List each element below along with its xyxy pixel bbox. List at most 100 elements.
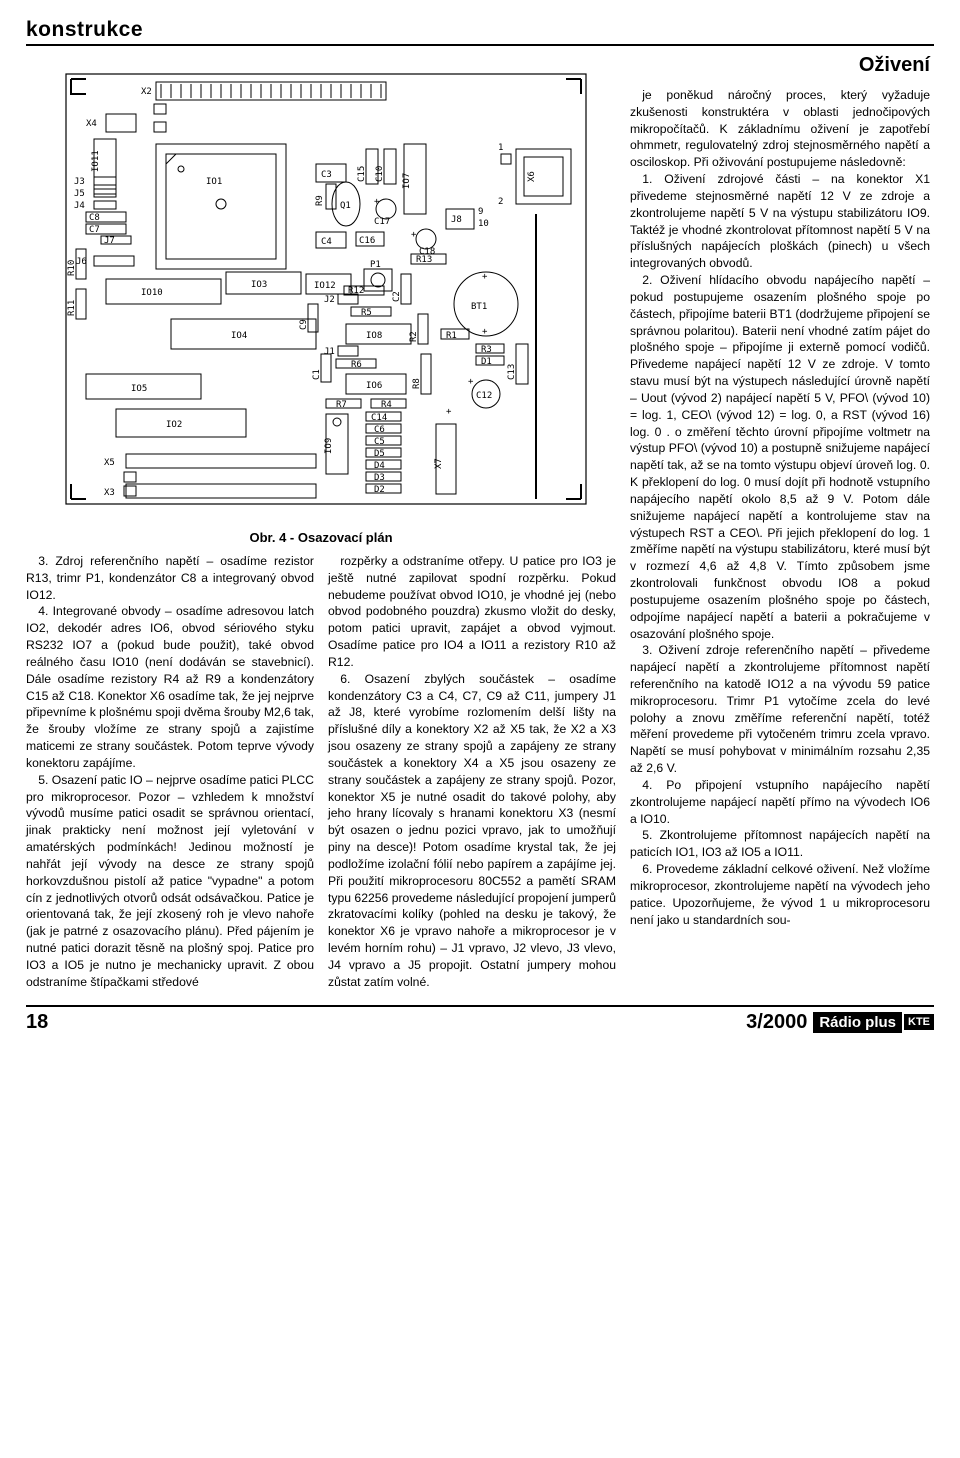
left-block: X2 X4 IO11 IO1: [26, 54, 616, 991]
svg-text:X6: X6: [527, 171, 537, 182]
svg-text:IO4: IO4: [231, 331, 247, 341]
right-body: je poněkud náročný proces, který vyžaduj…: [630, 87, 930, 928]
svg-text:C16: C16: [359, 236, 375, 246]
issue-number: 3/2000: [746, 1011, 807, 1034]
svg-text:R6: R6: [351, 360, 362, 370]
para: 1. Oživení zdrojové části – na konektor …: [630, 171, 930, 272]
svg-text:R5: R5: [361, 308, 372, 318]
svg-text:C12: C12: [476, 391, 492, 401]
svg-text:J4: J4: [74, 201, 85, 211]
pcb-figure: X2 X4 IO11 IO1: [26, 54, 616, 524]
svg-text:X3: X3: [104, 488, 115, 498]
svg-text:IO1: IO1: [206, 177, 222, 187]
right-column: Oživení je poněkud náročný proces, který…: [630, 54, 930, 991]
svg-text:IO2: IO2: [166, 420, 182, 430]
para: 3. Zdroj referenčního napětí – osadíme r…: [26, 553, 314, 603]
logo: Rádio plus KTE: [813, 1012, 934, 1033]
svg-text:R8: R8: [412, 378, 422, 389]
svg-text:R12: R12: [348, 286, 364, 296]
para: 3. Oživení zdroje referenčního napětí – …: [630, 642, 930, 777]
issue-block: 3/2000 Rádio plus KTE: [746, 1011, 934, 1034]
svg-text:R3: R3: [481, 345, 492, 355]
svg-text:+: +: [482, 327, 488, 337]
svg-text:IO7: IO7: [402, 173, 412, 189]
svg-text:P1: P1: [370, 260, 381, 270]
svg-text:C17: C17: [374, 217, 390, 227]
svg-text:D5: D5: [374, 449, 385, 459]
logo-main: Rádio plus: [813, 1012, 902, 1033]
svg-text:2: 2: [498, 197, 503, 207]
svg-text:C4: C4: [321, 237, 332, 247]
svg-text:IO5: IO5: [131, 384, 147, 394]
page-number: 18: [26, 1011, 48, 1034]
right-title: Oživení: [630, 54, 930, 77]
para: rozpěrky a odstraníme otřepy. U patice p…: [328, 553, 616, 671]
para: 6. Osazení zbylých součástek – osadíme k…: [328, 671, 616, 991]
svg-text:R4: R4: [381, 400, 392, 410]
svg-text:C1: C1: [312, 369, 322, 380]
svg-text:R9: R9: [315, 195, 325, 206]
para: 4. Po připojení vstupního napájecího nap…: [630, 777, 930, 827]
svg-text:+: +: [411, 230, 417, 240]
svg-text:D1: D1: [481, 357, 492, 367]
svg-text:R11: R11: [67, 300, 77, 316]
svg-text:X5: X5: [104, 458, 115, 468]
svg-text:IO9: IO9: [324, 438, 334, 454]
svg-text:C8: C8: [89, 213, 100, 223]
svg-text:R13: R13: [416, 255, 432, 265]
svg-text:X4: X4: [86, 119, 97, 129]
figure-caption: Obr. 4 - Osazovací plán: [26, 530, 616, 545]
para: 4. Integrované obvody – osadíme adresovo…: [26, 603, 314, 771]
header-bar: konstrukce: [26, 18, 934, 46]
svg-text:IO8: IO8: [366, 331, 382, 341]
svg-text:9: 9: [478, 207, 483, 217]
svg-text:IO12: IO12: [314, 281, 336, 291]
content: X2 X4 IO11 IO1: [26, 54, 934, 991]
svg-text:C14: C14: [371, 413, 387, 423]
svg-text:R1: R1: [446, 331, 457, 341]
footer: 18 3/2000 Rádio plus KTE: [26, 1005, 934, 1034]
para: je poněkud náročný proces, který vyžaduj…: [630, 87, 930, 171]
svg-text:J2: J2: [324, 295, 335, 305]
svg-text:J7: J7: [104, 236, 115, 246]
para: 2. Oživení hlídacího obvodu napájecího n…: [630, 272, 930, 642]
svg-text:C13: C13: [507, 364, 517, 380]
svg-text:D3: D3: [374, 473, 385, 483]
svg-text:C6: C6: [374, 425, 385, 435]
svg-text:IO3: IO3: [251, 280, 267, 290]
para: 5. Zkontrolujeme přítomnost napájecích n…: [630, 827, 930, 861]
svg-text:Q1: Q1: [340, 201, 351, 211]
svg-text:+: +: [446, 407, 452, 417]
svg-text:+: +: [482, 272, 488, 282]
svg-text:J3: J3: [74, 177, 85, 187]
svg-text:X7: X7: [434, 458, 444, 469]
svg-text:C3: C3: [321, 170, 332, 180]
svg-text:C7: C7: [89, 225, 100, 235]
svg-text:C5: C5: [374, 437, 385, 447]
para: 5. Osazení patic IO – nejprve osadíme pa…: [26, 772, 314, 991]
svg-text:J8: J8: [451, 215, 462, 225]
svg-text:R7: R7: [336, 400, 347, 410]
section-label: konstrukce: [26, 18, 934, 42]
para: 6. Provedeme základní celkové oživení. N…: [630, 861, 930, 928]
svg-text:R10: R10: [67, 260, 77, 276]
svg-text:R2: R2: [409, 331, 419, 342]
svg-text:C2: C2: [392, 291, 402, 302]
svg-text:BT1: BT1: [471, 302, 487, 312]
left-text-columns: 3. Zdroj referenčního napětí – osadíme r…: [26, 553, 616, 991]
logo-tag: KTE: [904, 1014, 934, 1030]
svg-text:+: +: [374, 197, 380, 207]
svg-text:IO11: IO11: [91, 150, 101, 172]
svg-text:1: 1: [498, 143, 503, 153]
svg-text:C10: C10: [375, 166, 385, 182]
svg-text:C9: C9: [299, 319, 309, 330]
svg-text:J6: J6: [76, 257, 87, 267]
svg-text:C15: C15: [357, 166, 367, 182]
svg-text:D4: D4: [374, 461, 385, 471]
svg-text:10: 10: [478, 219, 489, 229]
svg-text:J1: J1: [324, 347, 335, 357]
svg-text:IO10: IO10: [141, 288, 163, 298]
svg-text:IO6: IO6: [366, 381, 382, 391]
svg-text:D2: D2: [374, 485, 385, 495]
svg-text:X2: X2: [141, 87, 152, 97]
